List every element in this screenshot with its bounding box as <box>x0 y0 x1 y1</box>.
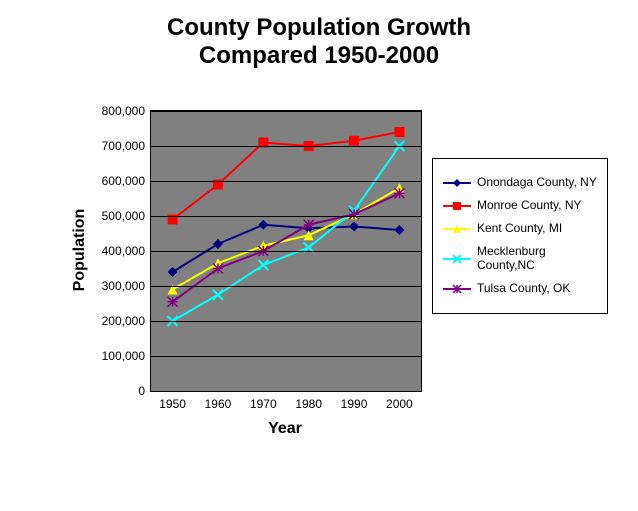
legend-item: Mecklenburg County,NC <box>443 245 597 273</box>
series-marker <box>213 290 223 300</box>
gridline <box>151 321 421 322</box>
y-tick-label: 200,000 <box>102 314 151 328</box>
series-marker <box>394 188 404 198</box>
x-tick-label: 1950 <box>159 391 186 411</box>
series-marker <box>168 297 178 307</box>
plot-area: 0100,000200,000300,000400,000500,000600,… <box>150 110 422 392</box>
legend-item: Tulsa County, OK <box>443 282 597 296</box>
legend-label: Tulsa County, OK <box>477 282 570 296</box>
legend-swatch <box>443 222 471 236</box>
legend-item: Kent County, MI <box>443 222 597 236</box>
gridline <box>151 216 421 217</box>
legend-swatch <box>443 199 471 213</box>
series-line <box>173 146 400 321</box>
gridline <box>151 251 421 252</box>
legend-label: Mecklenburg County,NC <box>477 245 597 273</box>
series-marker <box>349 209 359 219</box>
series-marker <box>213 264 223 274</box>
gridline <box>151 356 421 357</box>
title-line: Compared 1950-2000 <box>199 42 439 69</box>
series-marker <box>258 220 268 230</box>
legend-item: Monroe County, NY <box>443 199 597 213</box>
x-tick-label: 1970 <box>250 391 277 411</box>
legend-swatch <box>443 282 471 296</box>
y-tick-label: 600,000 <box>102 174 151 188</box>
series-marker <box>168 267 178 277</box>
title-line: County Population Growth <box>167 14 471 41</box>
series-marker <box>349 222 359 232</box>
series-marker <box>213 239 223 249</box>
legend-swatch <box>443 176 471 190</box>
y-tick-label: 500,000 <box>102 209 151 223</box>
x-axis-label: Year <box>268 420 302 438</box>
gridline <box>151 111 421 112</box>
gridline <box>151 286 421 287</box>
y-axis-label: Population <box>71 209 89 292</box>
x-tick-label: 1980 <box>295 391 322 411</box>
series-line <box>173 225 400 272</box>
legend-label: Kent County, MI <box>477 222 562 236</box>
legend-item: Onondaga County, NY <box>443 176 597 190</box>
series-marker <box>394 127 404 137</box>
x-tick-label: 2000 <box>386 391 413 411</box>
series-marker <box>394 225 404 235</box>
y-tick-label: 800,000 <box>102 104 151 118</box>
gridline <box>151 146 421 147</box>
y-tick-label: 300,000 <box>102 279 151 293</box>
series-marker <box>304 220 314 230</box>
x-tick-label: 1960 <box>205 391 232 411</box>
legend-label: Monroe County, NY <box>477 199 582 213</box>
series-marker <box>258 260 268 270</box>
series-marker <box>349 136 359 146</box>
legend: Onondaga County, NY Monroe County, NY Kent… <box>432 158 608 314</box>
y-tick-label: 400,000 <box>102 244 151 258</box>
legend-swatch <box>443 252 471 266</box>
y-tick-label: 700,000 <box>102 139 151 153</box>
y-tick-label: 100,000 <box>102 349 151 363</box>
legend-label: Onondaga County, NY <box>477 176 597 190</box>
chart-title: County Population GrowthCompared 1950-20… <box>0 14 638 70</box>
gridline <box>151 181 421 182</box>
gridline <box>151 391 421 392</box>
x-tick-label: 1990 <box>341 391 368 411</box>
y-tick-label: 0 <box>138 384 151 398</box>
